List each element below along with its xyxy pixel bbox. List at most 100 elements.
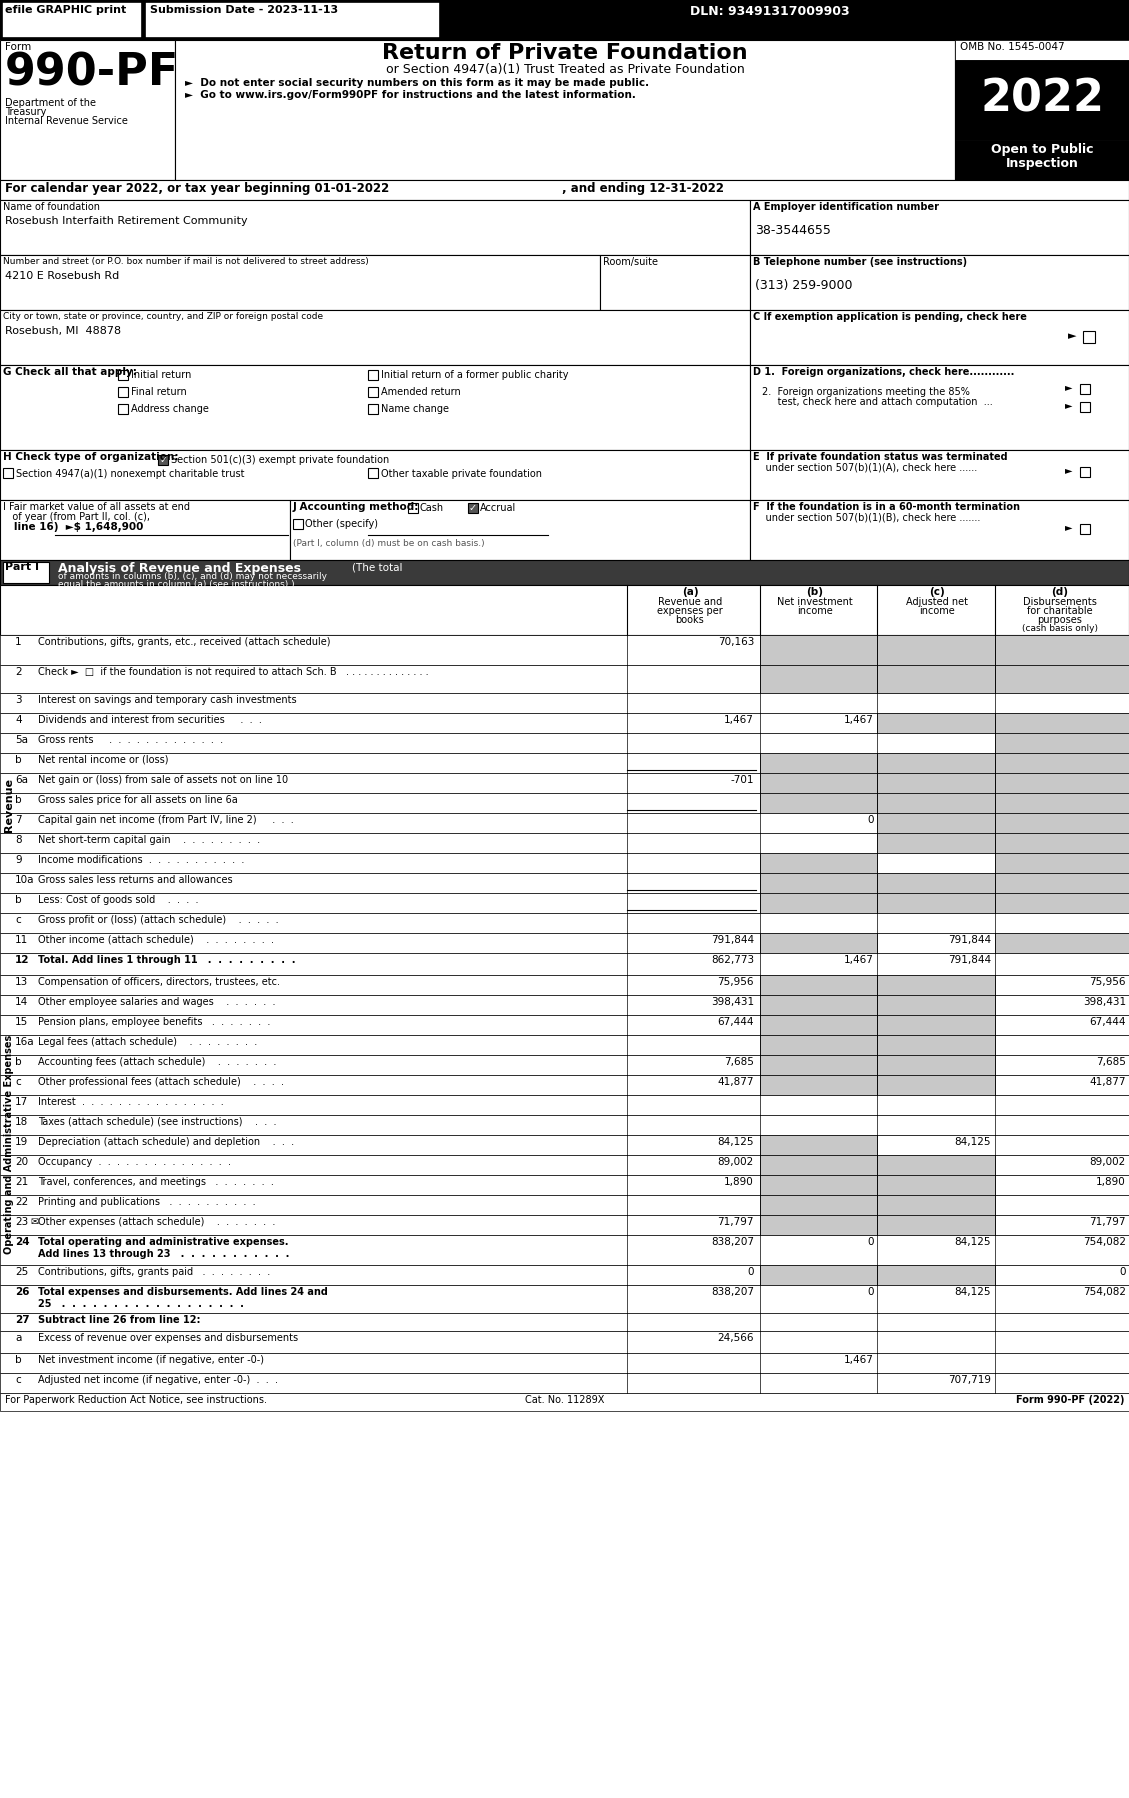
Text: J Accounting method:: J Accounting method: — [294, 502, 419, 512]
Text: Income modifications  .  .  .  .  .  .  .  .  .  .  .: Income modifications . . . . . . . . . .… — [38, 856, 244, 865]
Text: 1,890: 1,890 — [724, 1178, 754, 1187]
Bar — [0, 180, 1129, 200]
Text: 1,890: 1,890 — [1096, 1178, 1126, 1187]
Text: 0: 0 — [867, 814, 874, 825]
Bar — [0, 500, 290, 559]
Text: Other employee salaries and wages    .  .  .  .  .  .: Other employee salaries and wages . . . … — [38, 998, 275, 1007]
Bar — [0, 365, 750, 450]
Text: Rosebush Interfaith Retirement Community: Rosebush Interfaith Retirement Community — [5, 216, 247, 227]
Text: ►  Go to www.irs.gov/Form990PF for instructions and the latest information.: ► Go to www.irs.gov/Form990PF for instru… — [185, 90, 636, 101]
Bar — [877, 813, 995, 832]
Text: expenses per: expenses per — [657, 606, 723, 617]
Bar — [760, 1266, 877, 1286]
Bar — [995, 813, 1129, 832]
Text: Compensation of officers, directors, trustees, etc.: Compensation of officers, directors, tru… — [38, 976, 280, 987]
Bar — [995, 894, 1129, 913]
Text: Other expenses (attach schedule)    .  .  .  .  .  .  .: Other expenses (attach schedule) . . . .… — [38, 1217, 275, 1226]
Bar — [0, 255, 599, 309]
Bar — [995, 933, 1129, 953]
Bar — [877, 1196, 995, 1215]
Bar — [0, 559, 1129, 584]
Text: Excess of revenue over expenses and disbursements: Excess of revenue over expenses and disb… — [38, 1332, 298, 1343]
Text: 70,163: 70,163 — [718, 636, 754, 647]
Text: 41,877: 41,877 — [1089, 1077, 1126, 1088]
Bar — [0, 813, 1129, 832]
Text: 2.  Foreign organizations meeting the 85%: 2. Foreign organizations meeting the 85% — [762, 387, 970, 397]
Text: b: b — [15, 1057, 21, 1066]
Bar — [294, 520, 303, 529]
Text: 707,719: 707,719 — [948, 1375, 991, 1384]
Text: 791,844: 791,844 — [948, 935, 991, 946]
Bar — [0, 1196, 1129, 1215]
Text: Total expenses and disbursements. Add lines 24 and
25   .  .  .  .  .  .  .  .  : Total expenses and disbursements. Add li… — [38, 1287, 327, 1309]
Text: ✓: ✓ — [160, 455, 168, 466]
Bar — [760, 1036, 877, 1055]
Text: D 1.  Foreign organizations, check here............: D 1. Foreign organizations, check here..… — [753, 367, 1014, 378]
Bar — [0, 200, 750, 255]
Text: G Check all that apply:: G Check all that apply: — [3, 367, 137, 378]
Text: Legal fees (attach schedule)    .  .  .  .  .  .  .  .: Legal fees (attach schedule) . . . . . .… — [38, 1037, 257, 1046]
Text: 7,685: 7,685 — [1096, 1057, 1126, 1066]
Text: -701: -701 — [730, 775, 754, 786]
Bar — [3, 467, 14, 478]
Text: Treasury: Treasury — [5, 108, 46, 117]
Text: 0: 0 — [747, 1268, 754, 1277]
Bar — [119, 387, 128, 397]
Text: Accrual: Accrual — [480, 503, 516, 512]
Text: Name change: Name change — [380, 405, 449, 414]
Text: Final return: Final return — [131, 387, 186, 397]
Bar — [0, 1154, 1129, 1176]
Text: Revenue and: Revenue and — [658, 597, 723, 608]
Text: Department of the: Department of the — [5, 99, 96, 108]
Bar — [760, 1196, 877, 1215]
Text: Adjusted net: Adjusted net — [905, 597, 968, 608]
Text: City or town, state or province, country, and ZIP or foreign postal code: City or town, state or province, country… — [3, 313, 323, 322]
Bar — [0, 665, 1129, 692]
Bar — [0, 874, 1129, 894]
Text: 67,444: 67,444 — [718, 1018, 754, 1027]
Text: Section 4947(a)(1) nonexempt charitable trust: Section 4947(a)(1) nonexempt charitable … — [16, 469, 245, 478]
Bar — [995, 793, 1129, 813]
Bar — [955, 40, 1129, 59]
Text: Form 990-PF (2022): Form 990-PF (2022) — [1015, 1395, 1124, 1404]
Text: Contributions, gifts, grants, etc., received (attach schedule): Contributions, gifts, grants, etc., rece… — [38, 636, 331, 647]
Text: 20: 20 — [15, 1156, 28, 1167]
Bar — [0, 894, 1129, 913]
Text: 1,467: 1,467 — [844, 716, 874, 725]
Text: 6a: 6a — [15, 775, 28, 786]
Bar — [0, 913, 1129, 933]
Text: Net investment: Net investment — [777, 597, 852, 608]
Text: H Check type of organization:: H Check type of organization: — [3, 451, 178, 462]
Bar — [368, 370, 378, 379]
Text: 990-PF: 990-PF — [5, 52, 180, 95]
Bar — [760, 975, 877, 994]
Text: Subtract line 26 from line 12:: Subtract line 26 from line 12: — [38, 1314, 201, 1325]
Bar — [760, 635, 877, 665]
Text: (b): (b) — [806, 586, 823, 597]
Bar — [750, 255, 1129, 309]
Text: Address change: Address change — [131, 405, 209, 414]
Text: OMB No. 1545-0047: OMB No. 1545-0047 — [960, 41, 1065, 52]
Text: for charitable: for charitable — [1027, 606, 1093, 617]
Text: Inspection: Inspection — [1006, 156, 1078, 171]
Bar — [0, 1331, 1129, 1354]
Text: Rosebush, MI  48878: Rosebush, MI 48878 — [5, 325, 121, 336]
Text: Travel, conferences, and meetings   .  .  .  .  .  .  .: Travel, conferences, and meetings . . . … — [38, 1178, 274, 1187]
Text: Interest  .  .  .  .  .  .  .  .  .  .  .  .  .  .  .  .: Interest . . . . . . . . . . . . . . . . — [38, 1097, 224, 1108]
Text: income: income — [797, 606, 833, 617]
Bar — [877, 665, 995, 692]
Text: 0: 0 — [867, 1237, 874, 1248]
Bar — [1080, 467, 1089, 476]
Bar — [877, 773, 995, 793]
Text: 398,431: 398,431 — [711, 998, 754, 1007]
Bar — [995, 874, 1129, 894]
Bar — [408, 503, 418, 512]
Text: efile GRAPHIC print: efile GRAPHIC print — [5, 5, 126, 14]
Bar — [0, 0, 1129, 40]
Bar — [877, 975, 995, 994]
Bar — [0, 692, 1129, 714]
Text: 4210 E Rosebush Rd: 4210 E Rosebush Rd — [5, 271, 120, 280]
Text: Gross profit or (loss) (attach schedule)    .  .  .  .  .: Gross profit or (loss) (attach schedule)… — [38, 915, 279, 924]
Text: Pension plans, employee benefits   .  .  .  .  .  .  .: Pension plans, employee benefits . . . .… — [38, 1018, 270, 1027]
Bar — [750, 365, 1129, 450]
